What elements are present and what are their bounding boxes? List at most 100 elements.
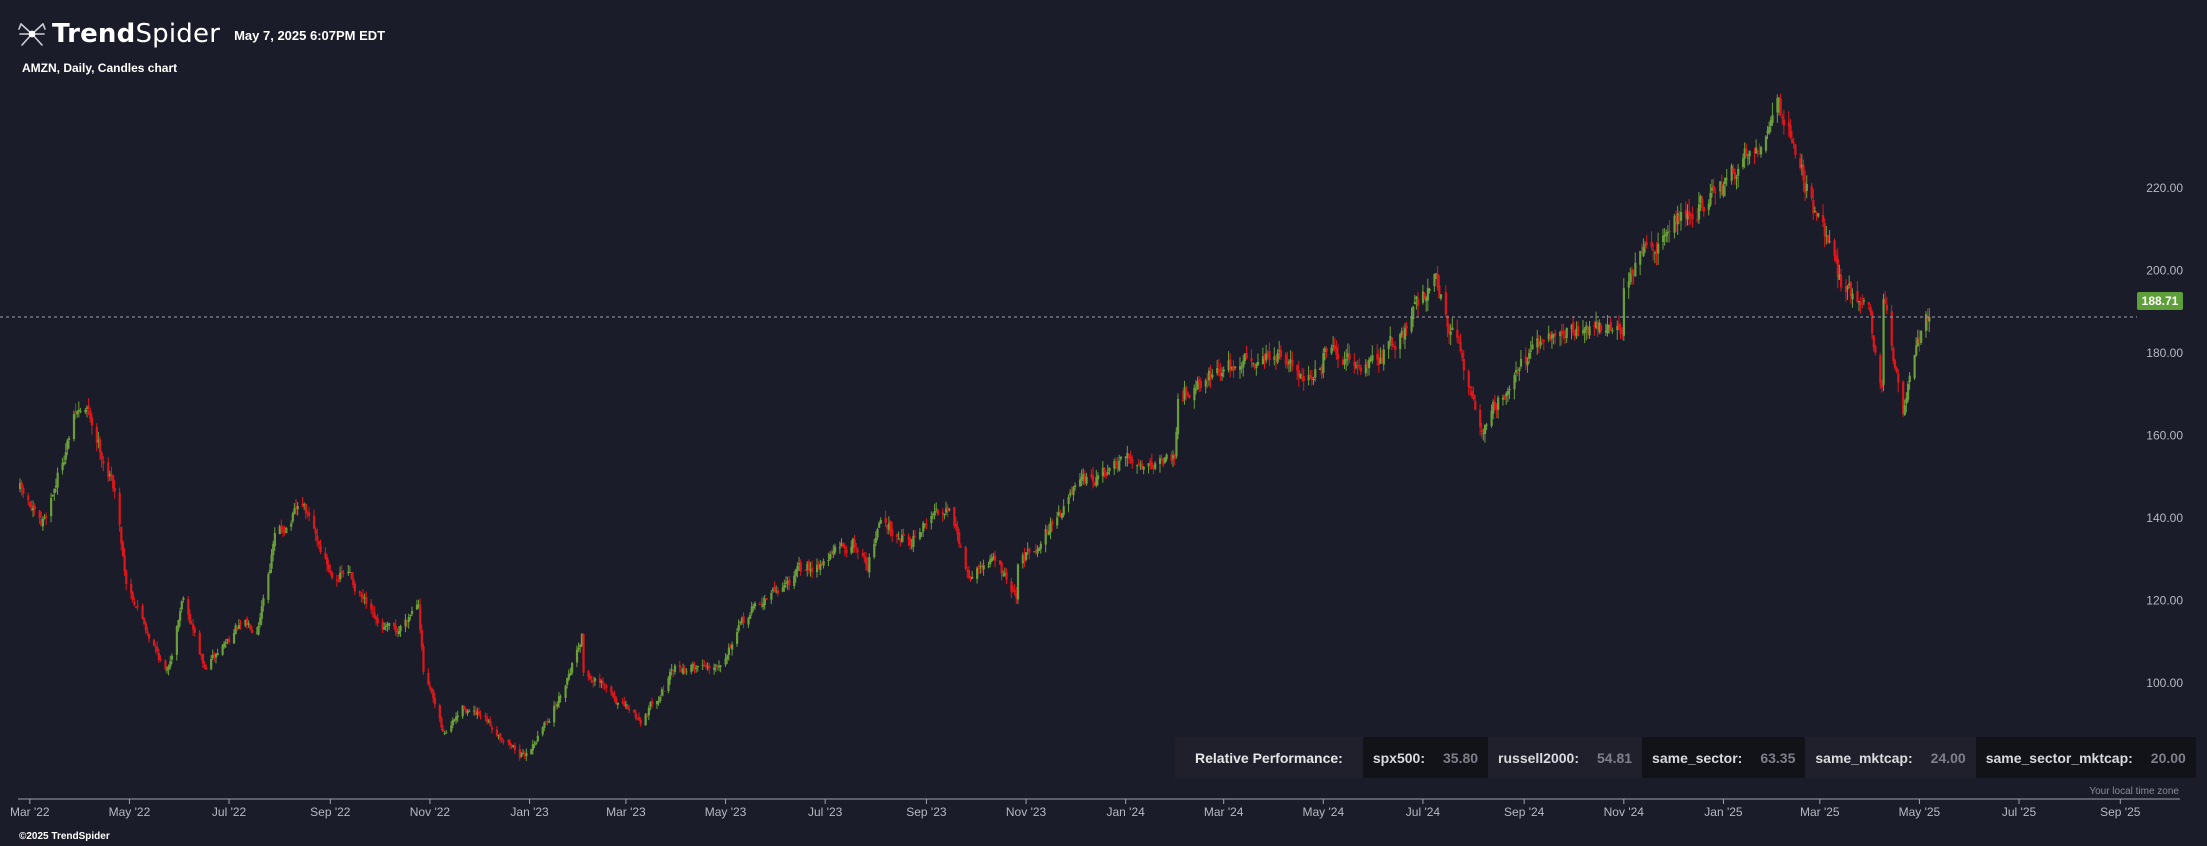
y-tick-label: 200.00	[2146, 264, 2183, 278]
candle	[348, 565, 352, 573]
candle	[27, 492, 30, 506]
candle	[1722, 181, 1725, 198]
candle	[1165, 453, 1168, 462]
candle	[1038, 546, 1041, 552]
candle	[603, 682, 606, 691]
candle	[1640, 243, 1643, 254]
candle	[693, 661, 696, 674]
candle	[727, 643, 731, 661]
candle	[1621, 326, 1624, 340]
candle	[216, 648, 219, 656]
candle	[456, 710, 459, 723]
candle	[954, 516, 958, 531]
candle	[1519, 350, 1523, 369]
candle	[1688, 198, 1691, 226]
candle	[1730, 163, 1733, 185]
candle	[943, 513, 946, 520]
candle	[510, 743, 513, 750]
candle	[522, 749, 525, 755]
candle	[1879, 353, 1882, 389]
y-axis[interactable]: 80.00100.00120.00140.00160.00180.00200.0…	[2146, 181, 2183, 772]
candle	[1154, 461, 1157, 471]
candle	[255, 626, 259, 635]
rp-same-mktcap[interactable]: same_mktcap: 24.00	[1805, 737, 1976, 778]
candle	[1291, 351, 1294, 372]
candle	[410, 606, 414, 617]
candle	[1276, 349, 1279, 365]
candle	[1354, 361, 1358, 370]
candle	[923, 523, 926, 529]
candle	[201, 653, 205, 668]
candle	[902, 528, 905, 543]
candle	[1449, 323, 1452, 346]
candle	[809, 562, 812, 577]
candle	[1802, 159, 1805, 192]
candle	[959, 543, 962, 549]
candle	[1310, 369, 1314, 386]
candle	[1755, 139, 1758, 154]
candle	[1630, 266, 1634, 286]
candle	[518, 744, 521, 761]
candle	[221, 644, 224, 656]
timezone-label[interactable]: Your local time zone	[2089, 786, 2179, 797]
candle	[1341, 356, 1345, 366]
candle	[786, 576, 789, 590]
candle	[1472, 386, 1475, 401]
candle	[525, 748, 528, 762]
rp-same-sector[interactable]: same_sector: 63.35	[1642, 737, 1805, 778]
candle	[1650, 231, 1653, 251]
candle	[1645, 234, 1648, 249]
trendspider-logo[interactable]: TrendSpider	[18, 19, 220, 49]
candle	[548, 718, 551, 723]
candle	[909, 536, 912, 550]
rp-spx500[interactable]: spx500: 35.80	[1363, 737, 1488, 778]
candle	[1118, 454, 1121, 472]
candle	[657, 696, 660, 706]
candle	[667, 676, 670, 694]
candle	[569, 667, 572, 676]
candle	[1034, 544, 1038, 555]
candle	[1608, 324, 1611, 334]
candle	[1232, 359, 1235, 379]
x-tick-label: Jul '25	[2002, 805, 2037, 819]
candle	[820, 561, 824, 566]
candle	[1622, 278, 1626, 341]
candle	[1508, 385, 1511, 400]
x-axis[interactable]: Mar '22 May '22 Jul '22 Sep '22 Nov '22 Jan '…	[10, 799, 2141, 819]
candle	[397, 625, 401, 637]
candle	[143, 617, 146, 625]
candle	[564, 684, 567, 703]
candle	[316, 528, 319, 547]
candle	[1928, 308, 1931, 333]
candle	[1505, 391, 1508, 405]
candle	[998, 560, 1002, 566]
x-tick-label: Nov '22	[410, 805, 451, 819]
candle	[633, 709, 636, 714]
candle	[1550, 331, 1554, 349]
x-tick-label: Mar '22	[10, 805, 50, 819]
candle	[1748, 150, 1751, 165]
candle	[1222, 366, 1225, 378]
candle	[291, 511, 294, 524]
candle	[1531, 336, 1534, 350]
candle	[1714, 187, 1717, 205]
candle	[1617, 315, 1621, 330]
candle	[1434, 273, 1438, 280]
candle	[1639, 250, 1642, 276]
candle	[290, 520, 293, 531]
candle	[798, 556, 801, 572]
candle	[1565, 327, 1568, 343]
candle	[833, 543, 837, 555]
candle	[830, 549, 833, 559]
candle	[1857, 300, 1861, 312]
rp-russell2000[interactable]: russell2000: 54.81	[1488, 737, 1643, 778]
candle	[546, 718, 549, 726]
candle	[900, 529, 904, 544]
candle	[1745, 143, 1748, 157]
candle	[1423, 292, 1426, 300]
candle	[600, 679, 603, 688]
candle	[897, 531, 900, 540]
rp-same-sector-mktcap[interactable]: same_sector_mktcap: 20.00	[1976, 737, 2196, 778]
candle	[1691, 206, 1694, 228]
